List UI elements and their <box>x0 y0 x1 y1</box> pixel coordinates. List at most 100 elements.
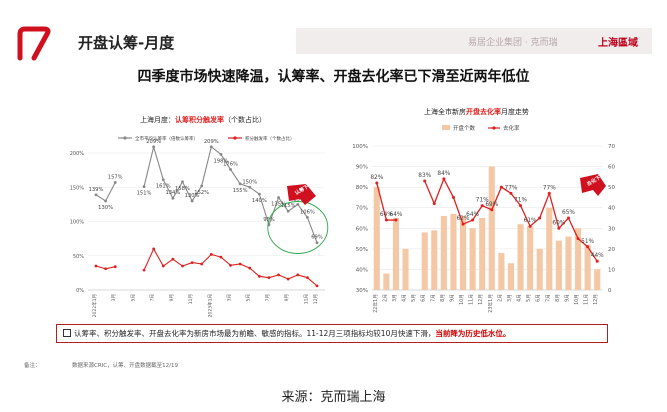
chart2-title: 上海全市新房开盘去化率月度走势 <box>424 107 529 116</box>
chart2-bar <box>488 166 495 290</box>
chart2-point <box>547 191 551 195</box>
chart2-xtick-label: 8月 <box>555 294 561 302</box>
chart2-point <box>490 208 494 212</box>
chart2-point <box>423 179 427 183</box>
chart2-legend-line-marker <box>492 126 496 130</box>
footnote-remark: 备注： <box>24 363 41 369</box>
chart2-xtick-label: 11月 <box>469 294 475 305</box>
brand-name: 易居企业集团 · 克而瑞 <box>468 38 558 48</box>
chart2-data-label: 82% <box>370 175 383 181</box>
chart1-data-label: 152% <box>194 190 209 196</box>
note-bullet-icon <box>63 329 71 337</box>
chart1-point <box>181 264 184 268</box>
chart1-decline-arrow-icon <box>287 184 316 205</box>
chart2-data-label: 71% <box>514 198 527 204</box>
chart1-legend-red-marker <box>233 136 237 140</box>
chart1-title-highlight: 认筹积分触发率 <box>175 115 224 124</box>
chart1-point <box>296 273 300 277</box>
chart1-data-label: 139% <box>89 187 104 193</box>
chart1-data-label: 69% <box>311 235 323 241</box>
chart1-point <box>219 152 223 156</box>
chart1-xtick-label: 9月 <box>284 294 290 301</box>
chart1-title-suffix: （个数占比） <box>224 115 266 124</box>
chart2-data-label: 51% <box>581 239 594 245</box>
chart2-ytick-left-label: 80% <box>356 185 368 191</box>
chart2-data-label: 61% <box>524 218 537 224</box>
chart2-data-label: 71% <box>476 198 489 204</box>
chart2-data-label: 62% <box>457 216 470 222</box>
chart2-bar <box>373 187 380 290</box>
chart1-data-label: 134% <box>165 190 180 196</box>
chart2-bar <box>527 226 534 290</box>
brand-logo-icon <box>17 26 51 61</box>
chart1-data-label: 130% <box>98 205 113 211</box>
chart2-xtick-label: 7月 <box>430 294 436 302</box>
chart1-point <box>267 276 271 280</box>
chart1-point <box>190 199 194 203</box>
chart1-point <box>94 193 98 197</box>
chart1-point <box>219 255 223 259</box>
chart1-legend-grey-label: 全市平均认筹率（倍数认筹率） <box>135 135 198 142</box>
chart2-ytick-right-label: 50 <box>608 185 615 191</box>
chart1-point <box>142 268 146 272</box>
chart2-xtick-label: 8月 <box>440 294 446 302</box>
chart2-data-label: 69% <box>485 202 498 208</box>
chart1-point <box>209 252 213 256</box>
chart1-ytick-label: 100% <box>70 220 85 226</box>
chart1-data-label: 198% <box>213 158 228 164</box>
chart1-title-prefix: 上海月度： <box>140 115 175 124</box>
chart1-data-label: 209% <box>146 139 161 145</box>
chart1-xtick-label: 11月 <box>188 294 194 304</box>
chart2-bar <box>431 230 438 290</box>
chart2-ytick-right-label: 60 <box>608 165 615 171</box>
chart1-point <box>104 199 108 203</box>
chart2-bar <box>536 248 543 290</box>
chart2-point <box>471 218 475 222</box>
chart2-bar <box>421 232 428 290</box>
chart2-xtick-label: 2月 <box>497 294 503 302</box>
chart2-point <box>480 204 484 208</box>
chart1-point <box>171 257 175 261</box>
chart1-point <box>181 180 184 184</box>
chart2-data-label: 83% <box>418 173 431 179</box>
chart1-point <box>257 192 261 196</box>
chart1-data-label: 157% <box>108 174 123 180</box>
chart1-point <box>305 215 309 219</box>
chart1-xtick-label: 2023年1月 <box>206 294 213 317</box>
chart2-xtick-label: 22年1月 <box>372 294 379 313</box>
chart1-point <box>190 261 194 264</box>
chart2-point <box>384 218 388 222</box>
chart1-point <box>152 247 156 251</box>
chart2-xtick-label: 4月 <box>517 294 523 302</box>
chart1-point <box>248 266 252 270</box>
chart1-point <box>286 277 290 281</box>
chart2-xtick-label: 7月 <box>545 294 551 302</box>
chart2-legend-bar-label: 开盘个数 <box>453 124 476 132</box>
chart2-bar <box>440 215 447 290</box>
chart2-title-highlight: 开盘去化率 <box>466 107 501 116</box>
chart2-point <box>557 226 561 230</box>
chart2-ytick-right-label: 20 <box>608 247 615 253</box>
chart1-data-label: 106% <box>300 209 315 215</box>
chart2-xtick-label: 12月 <box>478 294 484 305</box>
chart2-data-label: 65% <box>562 210 575 216</box>
chart2-point <box>375 181 379 185</box>
chart2-xtick-label: 3月 <box>392 294 398 302</box>
chart2-title-suffix: 月度走势 <box>501 107 529 116</box>
chart2-ytick-right-label: 30 <box>608 226 615 232</box>
charts-canvas: 上海月度：认筹积分触发率（个数占比） 全市平均认筹率（倍数认筹率） 积分触发率（个数… <box>70 107 616 317</box>
note-box: 认筹率、积分触发率、开盘去化率为新房市场最为前瞻、敏感的指标。11-12月三项指… <box>56 324 608 343</box>
note-body: 认筹率、积分触发率、开盘去化率为新房市场最为前瞻、敏感的指标。11-12月三项指… <box>74 329 436 338</box>
chart1-point <box>161 178 165 182</box>
chart1-xtick-label: 3月 <box>111 294 117 301</box>
chart1-point <box>315 241 319 245</box>
chart2-point <box>499 185 503 189</box>
note-text: 认筹率、积分触发率、开盘去化率为新房市场最为前瞻、敏感的指标。11-12月三项指… <box>63 328 510 339</box>
chart2-bar <box>450 213 457 290</box>
chart1-point <box>200 184 204 188</box>
chart2-xtick-label: 3月 <box>507 294 513 302</box>
chart2-bar <box>584 244 591 290</box>
chart2-point <box>394 218 398 222</box>
chart1-xtick-label: 5月 <box>246 294 252 301</box>
chart1-xtick-label: 5月 <box>130 294 136 301</box>
